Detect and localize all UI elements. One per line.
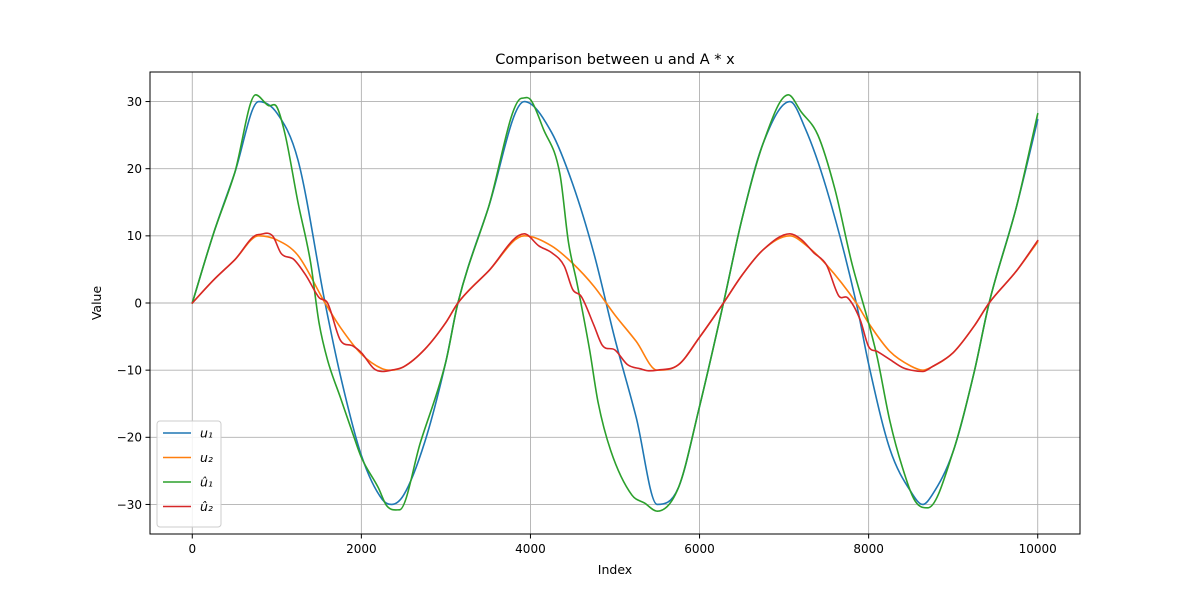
legend: u₁ u₂ û₁ û₂ [156,420,222,528]
series-line-3 [191,94,1039,512]
legend-box [156,420,222,528]
x-tick-label: 0 [188,542,196,556]
x-tick-label: 6000 [684,542,715,556]
x-axis-label: Index [598,562,632,577]
x-tick-label: 8000 [853,542,884,556]
legend-label: û₂ [200,499,213,514]
series-layer [191,94,1039,512]
legend-label: û₁ [200,475,213,490]
series-line-2 [191,235,1039,371]
legend-label: u₁ [200,426,213,441]
y-axis-label: Value [89,286,104,321]
x-tick-label: 4000 [515,542,546,556]
y-tick-label: 30 [127,95,142,109]
x-tick-label: 10000 [1019,542,1057,556]
y-tick-label: −20 [117,431,142,445]
y-tick-label: −10 [117,363,142,377]
tick-layer: 0 2000 4000 6000 8000 10000 −30 −20 −10 0 10 20 30 [117,95,1057,556]
chart-title: Comparison between u and A * x [495,52,735,68]
x-tick-label: 2000 [346,542,377,556]
y-tick-label: 10 [127,229,142,243]
y-tick-label: 20 [127,162,142,176]
legend-label: u₂ [200,450,213,465]
series-line-4 [191,232,1039,373]
y-tick-label: 0 [134,296,142,310]
y-tick-label: −30 [117,498,142,512]
